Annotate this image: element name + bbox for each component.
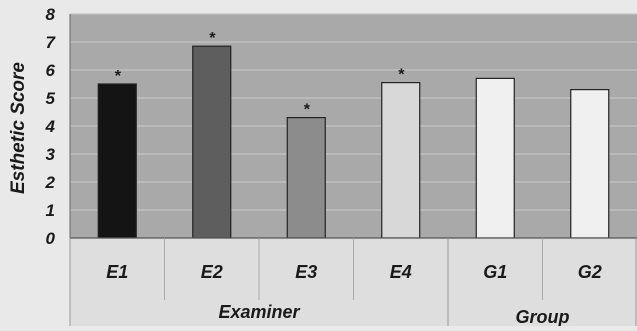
- bar-e2: [192, 45, 232, 239]
- y-tick-label: 7: [46, 33, 57, 52]
- y-axis-label: Esthetic Score: [8, 62, 29, 194]
- y-tick-label: 6: [46, 61, 56, 80]
- significance-marker: *: [114, 68, 121, 85]
- x-tick-label: E2: [201, 262, 223, 282]
- y-tick-label: 5: [46, 89, 56, 108]
- y-tick-label: 0: [46, 229, 56, 248]
- x-tick-label: G1: [483, 262, 507, 282]
- significance-marker: *: [303, 102, 310, 119]
- y-tick-label: 4: [45, 117, 56, 136]
- x-tick-label: G2: [578, 262, 602, 282]
- x-tick-label: E1: [106, 262, 128, 282]
- x-tick-label: E3: [295, 262, 317, 282]
- bar-e3: [286, 116, 326, 239]
- significance-marker: *: [398, 67, 405, 84]
- bar-g1: [475, 77, 515, 239]
- y-tick-label: 3: [46, 145, 56, 164]
- plot-area: * * * *: [70, 13, 637, 239]
- group-label: Examiner: [218, 302, 300, 322]
- group-label: Group: [516, 307, 570, 326]
- bar-e1: [97, 83, 137, 239]
- axis-layer: 0 1 2 3 4 5 6 7 8 E1 E2 E3 E4 G1 G2 Examiner Group: [45, 5, 637, 327]
- y-tick-label: 8: [46, 5, 56, 24]
- x-tick-label: E4: [390, 262, 412, 282]
- bar-e4: [381, 81, 421, 239]
- significance-marker: *: [209, 30, 216, 47]
- bar-g2: [570, 88, 610, 239]
- y-tick-label: 2: [45, 173, 56, 192]
- y-tick-label: 1: [46, 201, 55, 220]
